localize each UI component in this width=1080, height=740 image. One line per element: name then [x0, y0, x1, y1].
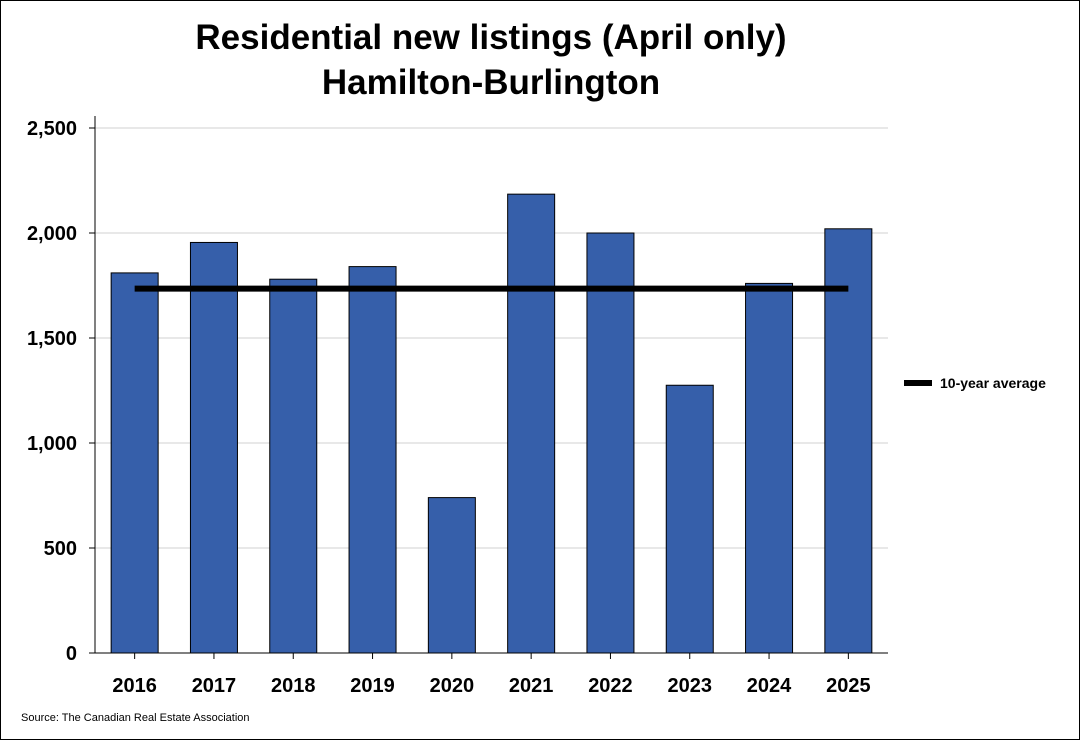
- chart-title: Residential new listings (April only): [195, 18, 787, 57]
- bar: [586, 232, 635, 654]
- bar: [665, 384, 714, 654]
- bar: [110, 272, 159, 654]
- legend: 10-year average: [904, 375, 1046, 391]
- bar: [269, 278, 318, 654]
- y-tick-label: 1,500: [27, 328, 77, 350]
- chart-subtitle: Hamilton-Burlington: [321, 63, 661, 102]
- x-tick-label: 2016: [112, 675, 157, 697]
- x-tick-label: 2017: [192, 675, 237, 697]
- y-tick-label: 2,000: [27, 223, 77, 245]
- x-tick-label: 2022: [588, 675, 633, 697]
- y-tick-label: 2,500: [27, 118, 77, 140]
- bar: [824, 228, 873, 654]
- x-tick-label: 2024: [747, 675, 792, 697]
- y-tick-label: 500: [44, 538, 77, 560]
- bar: [507, 193, 556, 654]
- legend-label-average: 10-year average: [940, 375, 1046, 391]
- x-tick-label: 2023: [668, 675, 713, 697]
- bar: [348, 266, 397, 654]
- x-tick-label: 2021: [509, 675, 554, 697]
- bar: [745, 282, 794, 654]
- y-tick-label: 0: [66, 643, 77, 665]
- bar: [427, 497, 476, 654]
- source-note: Source: The Canadian Real Estate Associa…: [21, 712, 250, 724]
- x-tick-label: 2018: [271, 675, 316, 697]
- x-tick-label: 2019: [350, 675, 395, 697]
- y-tick-label: 1,000: [27, 433, 77, 455]
- x-tick-label: 2020: [430, 675, 475, 697]
- legend-swatch-average: [904, 380, 932, 386]
- bar: [189, 241, 238, 654]
- x-tick-label: 2025: [826, 675, 871, 697]
